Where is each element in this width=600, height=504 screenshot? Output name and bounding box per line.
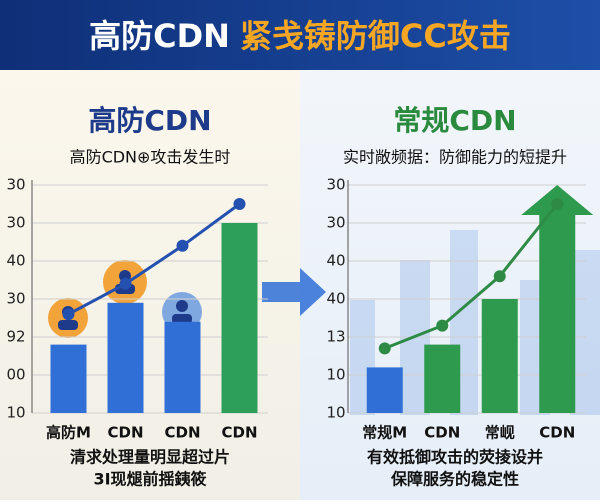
- y-tick-label: 30: [6, 290, 25, 308]
- trend-point: [233, 198, 246, 210]
- trend-point: [119, 277, 132, 290]
- y-tick-label: 30: [326, 214, 345, 232]
- x-tick-label: CDN: [107, 424, 143, 442]
- y-tick-label: 13: [326, 328, 345, 346]
- x-tick-label: CDN: [539, 424, 575, 442]
- footnote: 保障服务的稳定性: [390, 470, 519, 489]
- footnote: 3I现煺前揺銕筱: [93, 470, 206, 489]
- panel-subtitle: 高防CDN⊕攻击发生时: [70, 148, 231, 167]
- header-title: 高防CDN 紧戋铸防御CC攻击: [89, 17, 511, 55]
- trend-point: [176, 239, 189, 252]
- y-tick-label: 10: [326, 404, 345, 422]
- trend-point: [493, 270, 506, 283]
- x-tick-label: CDN: [424, 424, 460, 442]
- x-tick-label: CDN: [221, 424, 257, 442]
- x-tick-label: 常规M: [362, 424, 407, 442]
- trend-point: [436, 319, 449, 332]
- bar: [50, 344, 87, 413]
- header-title-left: 高防CDN: [89, 17, 230, 55]
- bar: [221, 223, 258, 413]
- y-tick-label: 92: [6, 328, 25, 346]
- y-tick-label: 30: [6, 214, 25, 232]
- y-tick-label: 40: [326, 290, 345, 308]
- y-tick-label: 30: [6, 176, 25, 194]
- bar: [107, 302, 144, 413]
- panel-title: 常规CDN: [393, 104, 516, 137]
- header-bar: [0, 0, 600, 70]
- header-title-right: 紧戋铸防御CC攻击: [240, 17, 511, 55]
- bar: [481, 299, 518, 413]
- transition-arrow: [262, 268, 326, 316]
- trend-line: [67, 202, 241, 316]
- bar: [521, 185, 594, 413]
- footnote: 清求处理量明显超过片: [70, 448, 230, 467]
- footnote: 有效抵御攻击的荧掕设并: [367, 448, 543, 467]
- trend-line: [384, 203, 559, 350]
- y-tick-label: 10: [6, 404, 25, 422]
- y-tick-label: 40: [326, 252, 345, 270]
- y-tick-label: 00: [6, 366, 25, 384]
- panel-title: 高防CDN: [88, 104, 211, 137]
- bar: [366, 367, 403, 413]
- x-tick-label: 常岘: [485, 424, 515, 442]
- panel-subtitle: 实时敞频据：防御能力的短提升: [343, 148, 567, 167]
- trend-point: [551, 198, 564, 210]
- y-tick-label: 10: [326, 366, 345, 384]
- y-tick-label: 30: [326, 176, 345, 194]
- x-tick-label: CDN: [164, 424, 200, 442]
- bar: [164, 321, 201, 413]
- y-tick-label: 40: [6, 252, 25, 270]
- trend-point: [378, 342, 391, 355]
- bar: [424, 344, 461, 413]
- trend-point: [62, 308, 75, 321]
- x-tick-label: 高防M: [46, 424, 91, 442]
